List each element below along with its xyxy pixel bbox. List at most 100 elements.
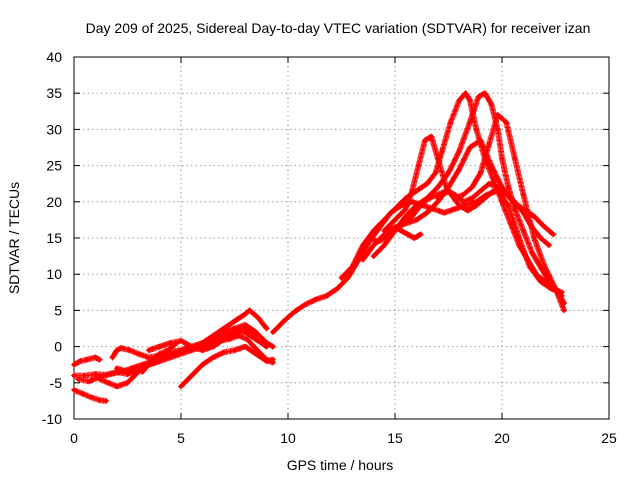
data-point — [424, 210, 430, 215]
data-point — [516, 243, 522, 248]
data-point — [371, 228, 376, 233]
data-point — [178, 338, 184, 343]
data-point — [529, 250, 535, 255]
series-pass-17 — [392, 224, 424, 241]
data-point — [392, 217, 398, 223]
data-point — [93, 355, 98, 360]
data-point — [435, 156, 440, 161]
data-point — [264, 326, 269, 331]
y-tick-label: 20 — [46, 194, 62, 210]
data-point — [146, 348, 152, 353]
data-point — [382, 243, 387, 248]
data-point — [313, 297, 318, 302]
data-point — [467, 98, 473, 103]
data-point — [375, 239, 381, 244]
data-point — [538, 235, 543, 241]
data-point — [243, 344, 248, 349]
data-point — [253, 337, 259, 342]
x-tick-label: 15 — [387, 430, 403, 446]
x-axis-label: GPS time / hours — [287, 457, 394, 473]
y-axis-label: SDTVAR / TECUs — [6, 182, 22, 294]
data-point — [525, 257, 530, 262]
data-point — [189, 373, 194, 378]
data-point — [435, 185, 440, 190]
chart-title: Day 209 of 2025, Sidereal Day-to-day VTE… — [86, 20, 591, 36]
data-point — [482, 91, 488, 96]
data-point — [487, 181, 492, 186]
data-point — [452, 206, 458, 212]
data-point — [76, 377, 81, 382]
x-tick-label: 20 — [494, 430, 510, 446]
data-point — [253, 346, 259, 351]
data-point — [446, 188, 451, 194]
data-point — [384, 235, 389, 241]
y-tick-label: -10 — [42, 411, 62, 427]
data-point — [491, 177, 496, 183]
data-point — [465, 208, 470, 213]
data-point — [335, 286, 340, 291]
data-point — [371, 253, 376, 259]
y-tick-label: 25 — [46, 158, 62, 174]
data-point — [491, 188, 496, 194]
data-point — [125, 380, 130, 385]
data-point — [270, 329, 276, 335]
data-point — [489, 163, 494, 168]
data-point — [106, 380, 111, 385]
data-point — [412, 235, 417, 241]
data-point — [255, 315, 261, 320]
data-point — [531, 235, 537, 241]
data-point — [82, 373, 87, 378]
data-point — [457, 98, 462, 103]
data-point — [232, 348, 237, 353]
data-point — [448, 120, 453, 125]
data-point — [86, 379, 92, 384]
data-point — [114, 348, 120, 353]
data-point — [469, 185, 475, 190]
data-point — [521, 210, 526, 215]
data-point — [103, 398, 109, 404]
data-point — [136, 366, 141, 371]
data-point — [499, 156, 505, 161]
y-tick-label: 10 — [46, 266, 62, 282]
data-point — [232, 319, 237, 324]
data-point — [474, 127, 479, 132]
data-point — [200, 348, 205, 353]
data-point — [200, 362, 205, 367]
data-point — [71, 387, 77, 393]
series-pass-08 — [145, 329, 270, 354]
data-point — [210, 338, 216, 343]
data-point — [506, 203, 511, 208]
y-tick-label: 5 — [54, 302, 62, 318]
data-point — [245, 337, 250, 342]
data-point — [424, 181, 430, 186]
data-point — [542, 264, 547, 270]
data-point — [476, 94, 481, 100]
data-point — [409, 188, 415, 194]
data-point — [371, 243, 376, 248]
data-point — [80, 391, 85, 396]
data-point — [264, 358, 269, 364]
data-point — [416, 163, 421, 168]
data-point — [446, 185, 451, 190]
data-point — [71, 373, 77, 378]
data-point — [302, 302, 308, 307]
data-point — [414, 217, 419, 223]
data-point — [495, 185, 500, 190]
y-tick-label: -5 — [50, 375, 63, 391]
data-point — [71, 362, 77, 367]
data-point — [401, 221, 406, 226]
series-pass-15 — [359, 137, 557, 263]
data-point — [140, 369, 145, 375]
data-point — [551, 232, 556, 237]
data-point — [506, 185, 511, 190]
y-tick-label: 15 — [46, 230, 62, 246]
data-point — [542, 224, 547, 230]
data-point — [178, 351, 184, 356]
data-point — [166, 348, 171, 353]
data-point — [232, 331, 237, 336]
data-point — [97, 377, 102, 382]
data-point — [534, 272, 539, 277]
data-point — [561, 308, 567, 313]
data-point — [427, 196, 432, 201]
